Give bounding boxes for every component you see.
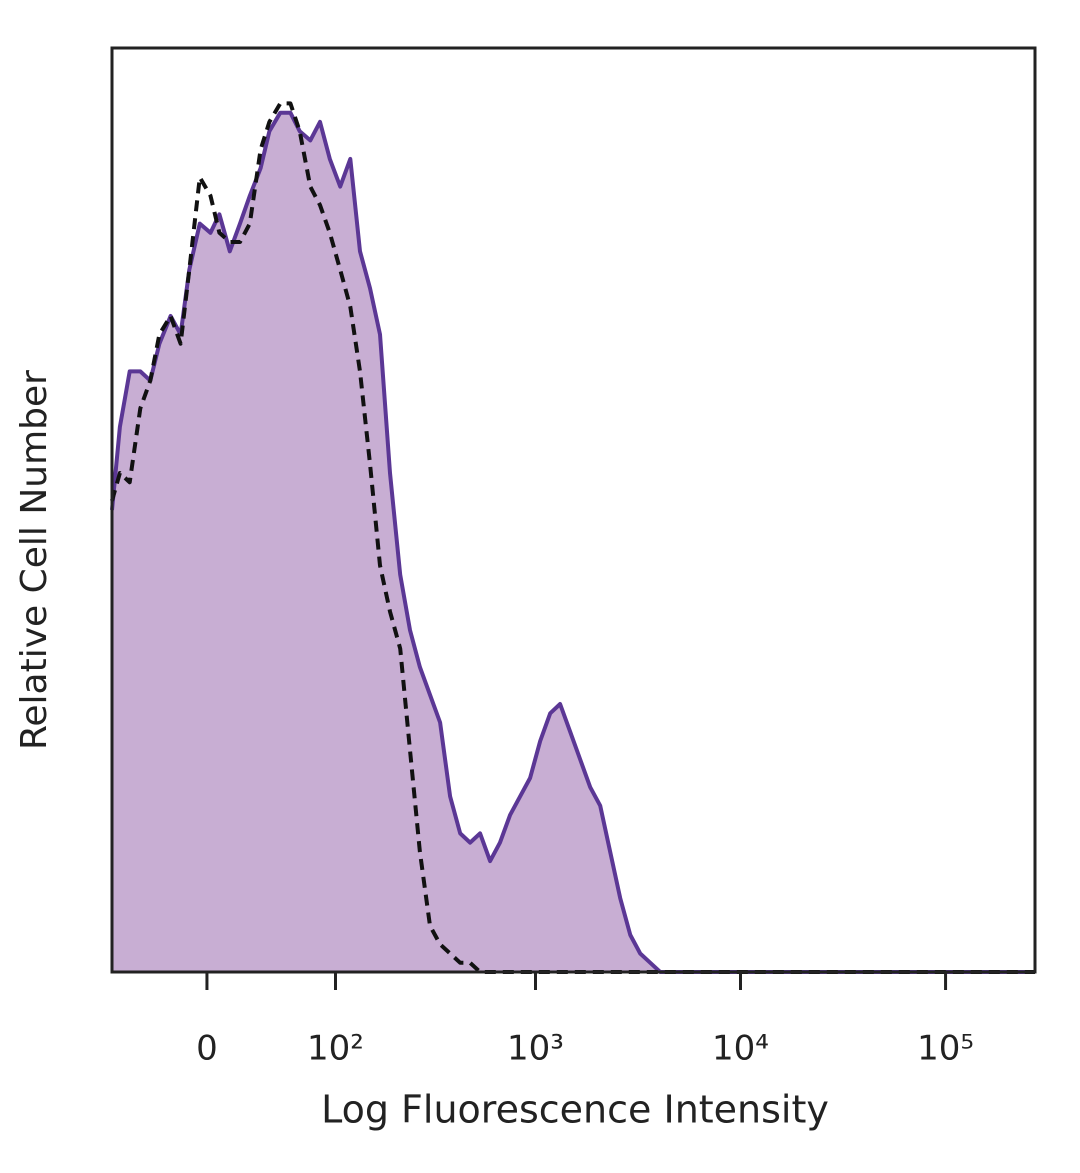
area bbox=[112, 112, 1035, 972]
x-tick-label: 10² bbox=[307, 1029, 364, 1069]
plot-frame bbox=[110, 46, 1037, 974]
x-axis-title: Log Fluorescence Intensity bbox=[321, 1088, 829, 1132]
x-tick-label: 0 bbox=[196, 1029, 218, 1069]
x-tick-label: 10⁵ bbox=[917, 1029, 974, 1069]
line bbox=[110, 110, 1035, 974]
x-tick-label: 10⁴ bbox=[712, 1029, 769, 1069]
y-axis-title: Relative Cell Number bbox=[14, 370, 55, 750]
x-tick-label: 10³ bbox=[507, 1029, 564, 1069]
